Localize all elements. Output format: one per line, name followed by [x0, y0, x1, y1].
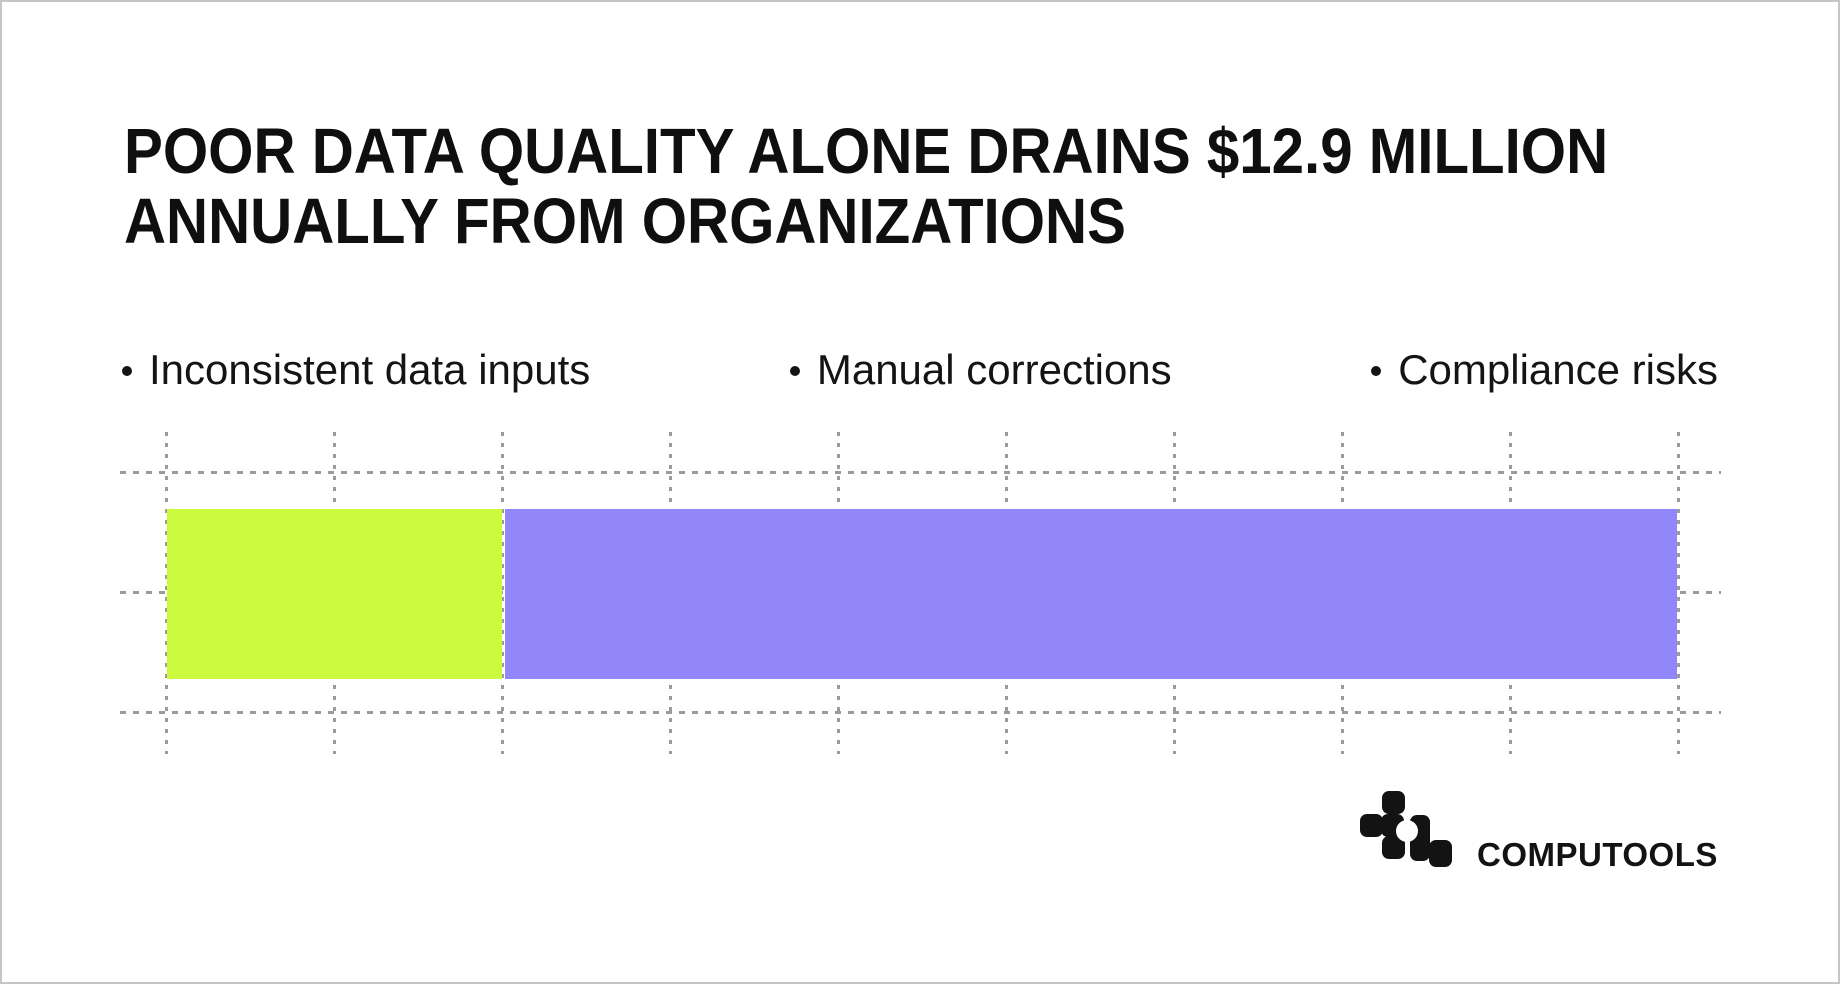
- bullet-label: Compliance risks: [1398, 346, 1718, 393]
- headline: POOR DATA QUALITY ALONE DRAINS $12.9 MIL…: [124, 116, 1755, 256]
- bullet-dot-icon: [122, 366, 132, 376]
- bar-segment-lime-segment: [167, 509, 502, 679]
- grid-hline: [120, 711, 1721, 714]
- bullet-item-compliance-risks: Compliance risks: [1371, 346, 1718, 394]
- bullet-list: Inconsistent data inputs Manual correcti…: [122, 346, 1718, 394]
- bullet-item-inconsistent-data-inputs: Inconsistent data inputs: [122, 346, 590, 394]
- bullet-dot-icon: [789, 366, 800, 376]
- headline-line-1: POOR DATA QUALITY ALONE DRAINS $12.9 MIL…: [124, 115, 1609, 187]
- bullet-label: Inconsistent data inputs: [149, 346, 591, 393]
- stacked-bar: [167, 509, 1677, 679]
- computools-logo: COMPUTOOLS: [1360, 790, 1718, 873]
- computools-logo-icon: [1360, 791, 1452, 867]
- grid-vline: [1677, 432, 1680, 754]
- bullet-dot-icon: [1371, 366, 1382, 376]
- bullet-label: Manual corrections: [816, 346, 1172, 393]
- computools-wordmark: COMPUTOOLS: [1477, 836, 1718, 873]
- bar-segment-purple-segment: [504, 509, 1677, 679]
- bullet-item-manual-corrections: Manual corrections: [789, 346, 1172, 394]
- grid-hline: [120, 471, 1721, 474]
- headline-line-2: ANNUALLY FROM ORGANIZATIONS: [124, 185, 1126, 257]
